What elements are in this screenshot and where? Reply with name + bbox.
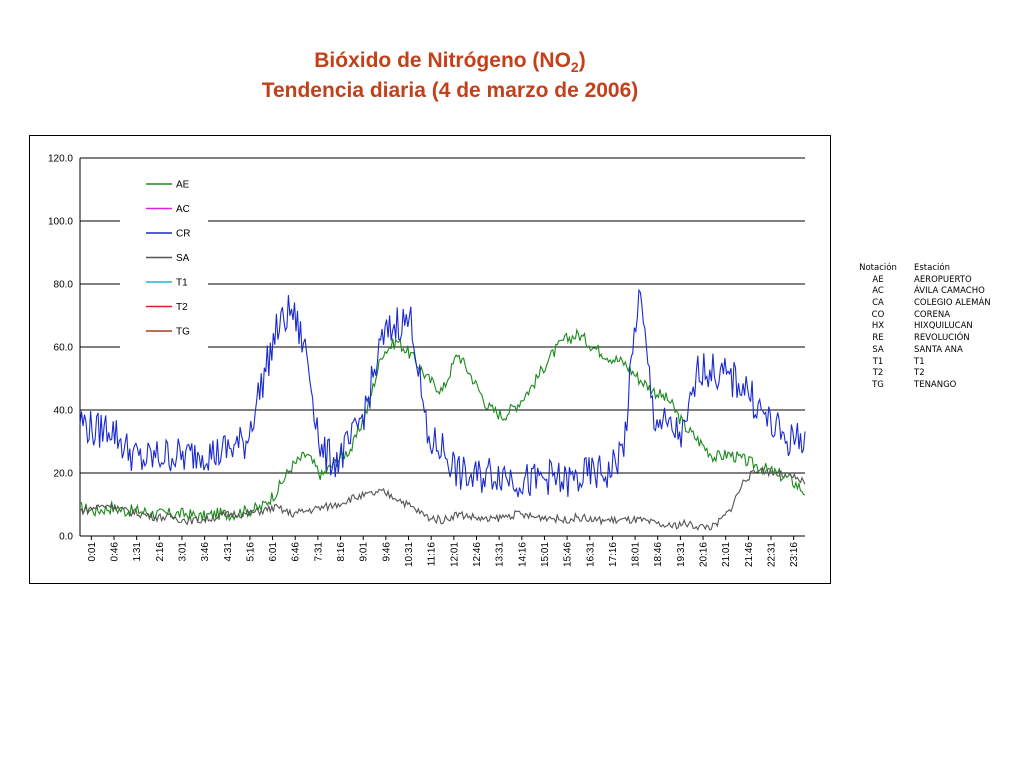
y-tick-label: 40.0 — [54, 406, 74, 417]
station-code: TG — [872, 379, 884, 390]
x-tick-label: 19:31 — [676, 542, 687, 567]
header-station: Estación — [914, 263, 950, 273]
x-tick-label: 15:01 — [540, 542, 551, 567]
x-tick-label: 12:01 — [449, 542, 460, 567]
station-code: T1 — [872, 356, 884, 367]
station-code: AC — [872, 286, 884, 297]
series-line-sa — [79, 465, 806, 532]
x-tick-label: 13:31 — [495, 542, 506, 567]
station-code: HX — [871, 321, 885, 332]
x-tick-label: 21:46 — [744, 542, 755, 567]
station-name: TENANGO — [914, 379, 957, 390]
chart-title-line2: Tendencia diaria (4 de marzo de 2006) — [261, 79, 639, 102]
x-tick-label: 17:16 — [608, 542, 619, 567]
y-tick-label: 80.0 — [54, 280, 74, 291]
station-row: RE REVOLUCIÓN — [842, 333, 1022, 345]
legend-label: AC — [176, 204, 190, 215]
y-tick-label: 20.0 — [54, 469, 74, 480]
station-row: CA COLEGIO ALEMÁN — [842, 298, 1022, 310]
chart-area: 0.0 20.0 40.0 60.0 80.0 100.0 120.0 0:01 0:46 1:3… — [29, 135, 831, 584]
legend — [120, 172, 208, 348]
station-row: AC ÁVILA CAMACHO — [842, 286, 1022, 298]
station-row: SA SANTA ANA — [842, 345, 1022, 357]
station-name: CORENA — [914, 309, 951, 320]
x-tick-label: 11:16 — [427, 542, 438, 567]
x-tick-label: 20:16 — [699, 542, 710, 567]
x-tick-label: 18:01 — [631, 542, 642, 567]
station-name: HIXQUILUCAN — [914, 321, 973, 332]
y-tick-label: 120.0 — [48, 154, 73, 165]
y-tick-label: 0.0 — [59, 532, 73, 543]
x-tick-label: 0:01 — [87, 542, 98, 562]
x-tick-label: 16:31 — [585, 542, 596, 567]
x-tick-label: 10:31 — [404, 542, 415, 567]
x-tick-label: 6:01 — [268, 542, 279, 562]
x-tick-label: 4:31 — [223, 542, 234, 562]
legend-label: T1 — [176, 278, 188, 289]
station-name: COLEGIO ALEMÁN — [914, 298, 991, 309]
x-tick-label: 3:46 — [200, 542, 211, 562]
legend-label: SA — [176, 253, 190, 264]
station-code: SA — [872, 344, 884, 355]
x-tick-label: 1:31 — [132, 542, 143, 562]
legend-label: CR — [176, 229, 190, 240]
station-code: CO — [871, 309, 885, 320]
legend-label: AE — [176, 180, 190, 191]
station-row: TG TENANGO — [842, 380, 1022, 392]
x-tick-label: 6:46 — [291, 542, 302, 562]
x-tick-label: 8:16 — [336, 542, 347, 562]
station-name: T2 — [914, 368, 925, 379]
station-row: CO CORENA — [842, 310, 1022, 322]
station-row: AE AEROPUERTO — [842, 275, 1022, 287]
station-code: T2 — [872, 368, 884, 379]
x-tick-label: 0:46 — [109, 542, 120, 562]
chart-title: Bióxido de Nitrógeno (NO2) Tendencia dia… — [150, 46, 750, 106]
series-line-ae — [80, 327, 806, 522]
x-tick-label: 22:31 — [767, 542, 778, 567]
station-row: HX HIXQUILUCAN — [842, 321, 1022, 333]
x-tick-label: 3:01 — [177, 542, 188, 562]
stations-header: Notación Estación — [842, 263, 1022, 275]
station-name: ÁVILA CAMACHO — [914, 286, 985, 297]
y-tick-label: 100.0 — [48, 217, 73, 228]
legend-label: TG — [176, 327, 190, 338]
series-line-cr — [79, 288, 806, 498]
x-tick-label: 18:46 — [653, 542, 664, 567]
x-tick-label: 5:16 — [245, 542, 256, 562]
chart-title-line1: Bióxido de Nitrógeno (NO2) — [314, 49, 586, 76]
x-tick-label: 7:31 — [313, 542, 324, 562]
station-code: CA — [872, 298, 884, 309]
header-notation: Notación — [859, 263, 897, 273]
x-tick-label: 23:16 — [789, 542, 800, 567]
line-chart: 0.0 20.0 40.0 60.0 80.0 100.0 120.0 0:01 0:46 1:3… — [48, 154, 806, 567]
x-tick-label: 2:16 — [155, 542, 166, 562]
x-tick-label: 12:46 — [472, 542, 483, 567]
station-code: RE — [872, 333, 884, 344]
station-name: SANTA ANA — [914, 344, 963, 355]
stations-table: Notación Estación AE AEROPUERTO AC ÁVILA CA… — [842, 263, 1022, 392]
y-tick-label: 60.0 — [54, 343, 74, 354]
station-row: T2 T2 — [842, 368, 1022, 380]
x-tick-label: 9:46 — [381, 542, 392, 562]
legend-label: T2 — [176, 302, 188, 313]
station-name: AEROPUERTO — [914, 274, 972, 285]
x-tick-label: 15:46 — [563, 542, 574, 567]
x-tick-label: 14:16 — [517, 542, 528, 567]
x-tick-label: 21:01 — [721, 542, 732, 567]
x-tick-label: 9:01 — [359, 542, 370, 562]
station-row: T1 T1 — [842, 357, 1022, 369]
station-code: AE — [872, 274, 884, 285]
station-name: T1 — [914, 356, 925, 367]
station-name: REVOLUCIÓN — [914, 333, 970, 344]
